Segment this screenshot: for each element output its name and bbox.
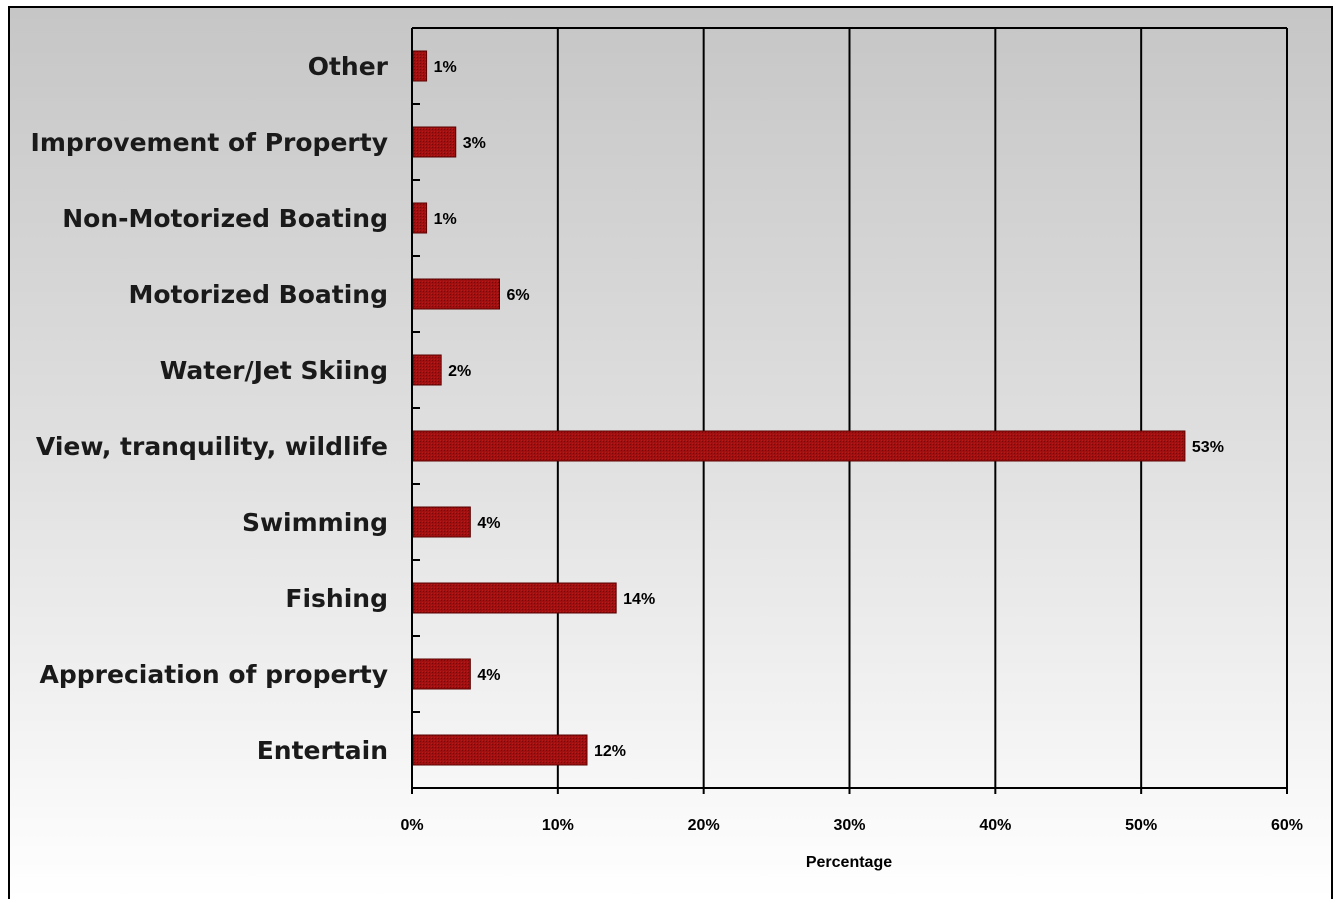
category-label: Other (308, 52, 389, 81)
gridlines (412, 27, 1288, 788)
category-label: Swimming (242, 508, 388, 537)
bar (412, 582, 617, 614)
category-label: Water/Jet Skiing (160, 356, 388, 385)
x-axis-title: Percentage (806, 854, 892, 871)
labels: 0% 10% 20% 30% 40% 50% 60% Other 1% Improvement o… (31, 52, 1304, 834)
axes (411, 28, 1288, 794)
x-tick-label: 50% (1125, 817, 1157, 834)
bar (412, 50, 428, 82)
bar (412, 734, 588, 766)
category-label: Fishing (285, 584, 388, 613)
bar (412, 202, 428, 234)
bar (412, 658, 471, 690)
bar (412, 278, 500, 310)
category-label: Non-Motorized Boating (62, 204, 388, 233)
bar (412, 430, 1186, 462)
data-label: 14% (623, 591, 655, 608)
bar (412, 126, 457, 158)
bars (412, 50, 1186, 766)
category-label: View, tranquility, wildlife (36, 432, 388, 461)
x-tick-label: 20% (688, 817, 720, 834)
x-tick-label: 10% (542, 817, 574, 834)
category-label: Entertain (257, 736, 388, 765)
bar (412, 354, 442, 386)
data-label: 3% (463, 135, 486, 152)
x-tick-label: 40% (979, 817, 1011, 834)
category-label: Improvement of Property (31, 128, 388, 157)
data-label: 4% (477, 515, 500, 532)
data-label: 4% (477, 667, 500, 684)
data-label: 2% (448, 363, 471, 380)
data-label: 1% (434, 59, 457, 76)
x-tick-label: 0% (400, 817, 423, 834)
data-label: 12% (594, 743, 626, 760)
x-tick-label: 30% (833, 817, 865, 834)
data-label: 1% (434, 211, 457, 228)
category-label: Motorized Boating (129, 280, 389, 309)
x-tick-label: 60% (1271, 817, 1303, 834)
bar (412, 506, 471, 538)
data-label: 6% (507, 287, 530, 304)
data-label: 53% (1192, 439, 1224, 456)
category-label: Appreciation of property (40, 660, 388, 689)
